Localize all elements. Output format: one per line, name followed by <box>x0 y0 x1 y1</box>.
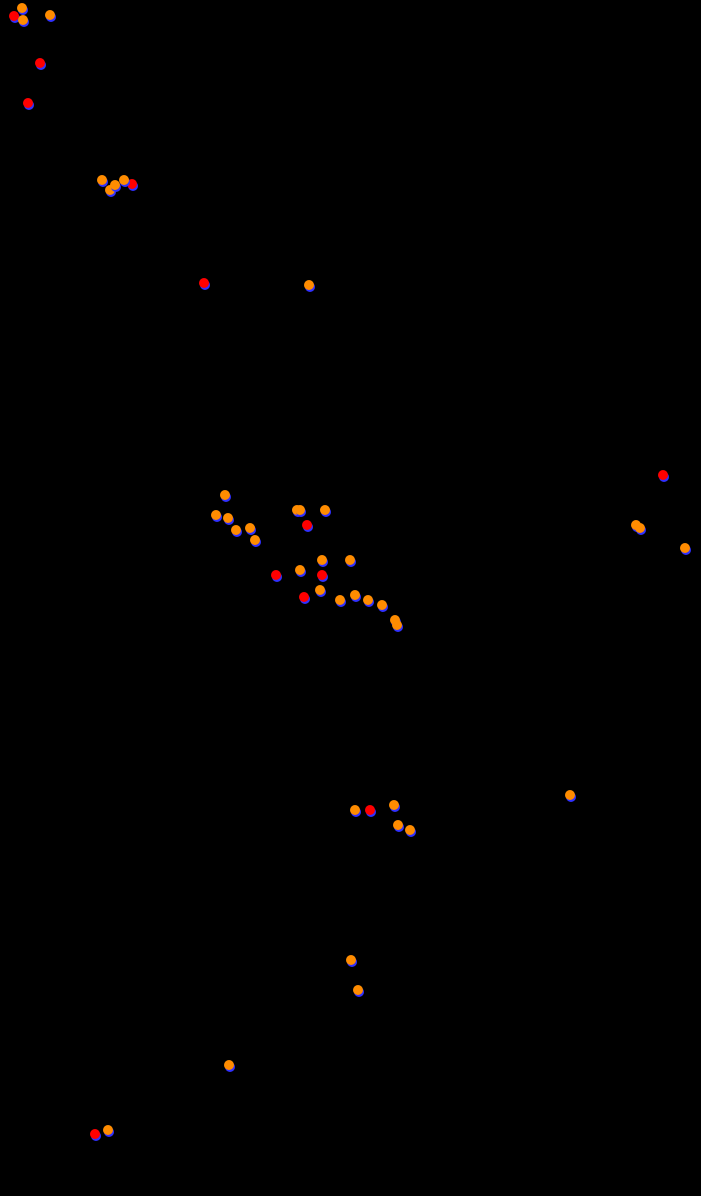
orange-point <box>393 820 403 830</box>
orange-point <box>110 180 120 190</box>
red-point <box>9 11 19 21</box>
red-point <box>658 470 668 480</box>
orange-point <box>250 535 260 545</box>
orange-point <box>565 790 575 800</box>
red-point <box>271 570 281 580</box>
orange-point <box>223 513 233 523</box>
orange-point <box>315 585 325 595</box>
orange-point <box>320 505 330 515</box>
red-point <box>317 570 327 580</box>
red-point <box>199 278 209 288</box>
orange-point <box>18 15 28 25</box>
red-point <box>35 58 45 68</box>
orange-point <box>231 525 241 535</box>
orange-point <box>224 1060 234 1070</box>
orange-point <box>335 595 345 605</box>
orange-point <box>317 555 327 565</box>
orange-point <box>295 505 305 515</box>
orange-point <box>97 175 107 185</box>
orange-point <box>245 523 255 533</box>
red-point <box>23 98 33 108</box>
orange-point <box>350 590 360 600</box>
orange-point <box>363 595 373 605</box>
orange-point <box>211 510 221 520</box>
orange-point <box>635 523 645 533</box>
orange-point <box>45 10 55 20</box>
orange-point <box>220 490 230 500</box>
orange-point <box>389 800 399 810</box>
orange-point <box>392 620 402 630</box>
red-point <box>299 592 309 602</box>
scatter-plot <box>0 0 701 1196</box>
orange-point <box>346 955 356 965</box>
orange-point <box>405 825 415 835</box>
orange-point <box>680 543 690 553</box>
orange-point <box>345 555 355 565</box>
orange-point <box>350 805 360 815</box>
red-point <box>302 520 312 530</box>
orange-point <box>17 3 27 13</box>
red-point <box>365 805 375 815</box>
orange-point <box>353 985 363 995</box>
orange-point <box>377 600 387 610</box>
orange-point <box>119 175 129 185</box>
red-point <box>90 1129 100 1139</box>
orange-point <box>295 565 305 575</box>
orange-point <box>304 280 314 290</box>
orange-point <box>103 1125 113 1135</box>
